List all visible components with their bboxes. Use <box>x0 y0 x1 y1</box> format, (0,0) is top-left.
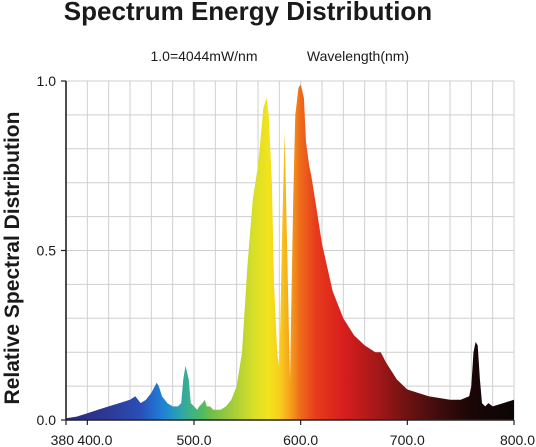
tick-labels: 0.0 0.5 1.0 380 400.0 500.0 600.0 700.0 800.0 <box>37 73 536 447</box>
x-tick-label: 500.0 <box>176 432 211 447</box>
y-tick-label: 0.0 <box>37 412 57 428</box>
chart-title: Spectrum Energy Distribution <box>64 0 432 26</box>
x-tick-label: 600.0 <box>283 432 318 447</box>
grid <box>66 80 515 420</box>
y-tick-label: 0.5 <box>37 243 57 259</box>
axes <box>61 80 515 425</box>
x-tick-label: 700.0 <box>390 432 425 447</box>
y-tick-label: 1.0 <box>37 73 57 89</box>
scale-note: 1.0=4044mW/nm <box>151 48 258 64</box>
x-tick-label: 400.0 <box>77 432 112 447</box>
y-axis-label: Relative Spectral Distribution <box>1 112 24 405</box>
spectrum-area <box>66 84 514 421</box>
x-axis-label: Wavelength(nm) <box>307 48 409 64</box>
x-tick-label: 380 <box>51 432 75 447</box>
x-tick-label: 800.0 <box>500 432 535 447</box>
